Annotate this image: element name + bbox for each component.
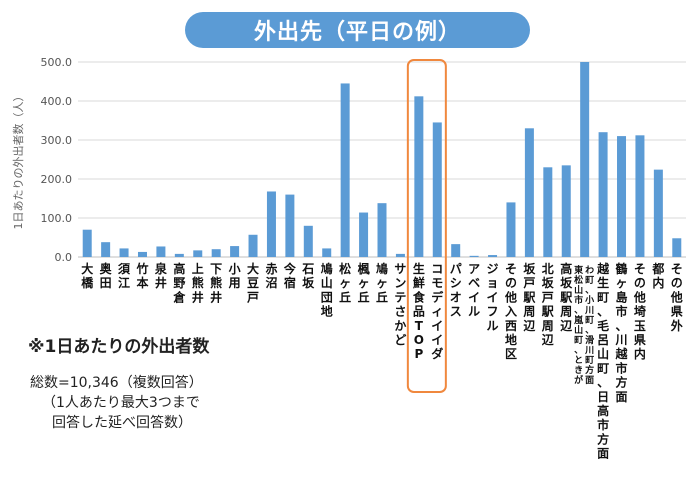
x-tick-label: 坂戸駅周辺 <box>522 261 536 333</box>
note-detail-1: （1人あたり最大3つまで <box>42 395 200 411</box>
bar <box>469 255 479 257</box>
bar <box>617 136 627 257</box>
x-tick-label: 鳩ヶ丘 <box>376 261 388 304</box>
x-tick-label: 下熊井 <box>210 262 222 304</box>
x-tick-label: その他入西地区 <box>504 262 517 361</box>
x-tick-label: 鳩山団地 <box>321 261 333 319</box>
x-tick-label: 上熊井 <box>192 261 204 304</box>
x-tick-label: 松ヶ丘 <box>339 261 351 304</box>
bar <box>340 83 350 257</box>
bar <box>506 202 516 257</box>
x-tick-label: アベイル <box>468 262 480 319</box>
x-tick-label: ジョイフル <box>487 262 499 333</box>
note-detail-2: 回答した延べ回答数） <box>52 415 192 431</box>
bar <box>193 250 203 257</box>
bar <box>488 255 498 257</box>
bar <box>137 251 147 257</box>
bar <box>211 249 221 257</box>
x-tick-label: 楓ヶ丘 <box>358 261 371 304</box>
x-tick-label: 越生町、毛呂山町、日高市方面 <box>596 261 610 461</box>
bar <box>561 165 571 257</box>
bar <box>303 225 313 257</box>
x-tick-label: コモディイイダ <box>431 262 444 361</box>
x-tick-label: サンテさかど <box>394 262 406 347</box>
x-tick-label: 奥田 <box>100 261 113 290</box>
bar <box>377 203 387 257</box>
x-tick-label: 生鮮食品 T O P <box>412 261 426 361</box>
bar <box>451 244 461 257</box>
bar <box>653 169 663 257</box>
y-tick-label: 100.0 <box>41 212 73 225</box>
bar <box>432 122 442 257</box>
x-tick-label: 東松山市、嵐山町、ときがわ町、小川町、滑川町方面 <box>573 264 594 386</box>
x-tick-label: 高野倉 <box>172 261 186 304</box>
note-total: 総数=10,346（複数回答） <box>30 375 203 391</box>
bar <box>598 132 608 257</box>
x-tick-label: パシオス <box>450 262 462 319</box>
x-tick-label: その他埼玉県内 <box>633 262 646 361</box>
x-tick-label: 北坂戸駅周辺 <box>541 261 555 347</box>
x-tick-label: 須江 <box>117 262 131 290</box>
x-tick-label: 大橋 <box>81 261 94 290</box>
bar <box>119 248 129 257</box>
x-tick-label: 高坂駅周辺 <box>559 261 573 333</box>
x-tick-label: 竹本 <box>135 261 148 290</box>
x-tick-label: 都内 <box>651 261 664 290</box>
x-tick-label: 泉井 <box>155 261 168 290</box>
bar <box>82 229 92 257</box>
bar <box>672 238 682 257</box>
y-axis-label: 1日あたりの外出者数（人） <box>11 91 25 230</box>
bar <box>322 248 332 257</box>
note-main: ※1日あたりの外出者数 <box>28 337 210 357</box>
chart-title: 外出先（平日の例） <box>185 12 530 48</box>
y-tick-label: 300.0 <box>41 134 73 147</box>
bar <box>524 128 534 257</box>
x-tick-label: その他県外 <box>670 262 683 333</box>
bar <box>266 191 276 257</box>
x-tick-label: 赤沼 <box>265 261 277 290</box>
x-tick-label: 大豆戸 <box>247 261 259 304</box>
bar <box>248 234 258 257</box>
bar <box>156 246 166 257</box>
bar <box>580 62 590 257</box>
bar <box>230 246 240 257</box>
y-tick-label: 200.0 <box>41 173 73 186</box>
bar <box>543 167 553 257</box>
x-tick-label: 鶴ヶ島市、川越市方面 <box>615 261 629 404</box>
bar <box>101 242 111 257</box>
bar <box>174 253 184 257</box>
highlight-box <box>406 59 447 393</box>
y-tick-label: 400.0 <box>41 95 73 108</box>
y-tick-label: 0.0 <box>55 251 73 264</box>
bar <box>285 194 295 257</box>
bar <box>395 253 405 257</box>
y-tick-label: 500.0 <box>41 56 73 69</box>
x-tick-label: 石坂 <box>301 262 315 290</box>
x-tick-label: 今宿 <box>283 261 297 290</box>
bar <box>359 212 369 257</box>
x-tick-label: 小用 <box>228 261 241 290</box>
bar <box>414 96 424 257</box>
bar <box>635 135 645 257</box>
